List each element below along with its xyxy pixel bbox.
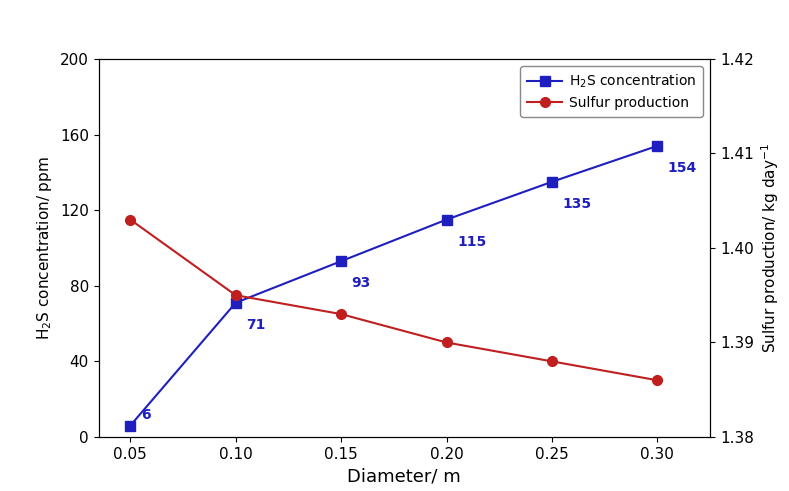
Line: Sulfur production: Sulfur production [125, 215, 662, 385]
Text: 154: 154 [668, 161, 697, 175]
Line: H$_2$S concentration: H$_2$S concentration [125, 141, 662, 431]
Y-axis label: Sulfur production/ kg day$^{-1}$: Sulfur production/ kg day$^{-1}$ [759, 143, 781, 353]
H$_2$S concentration [548, 179, 557, 185]
Text: 135: 135 [563, 197, 592, 211]
Text: 6: 6 [140, 408, 151, 422]
H$_2$S concentration [336, 258, 346, 264]
Y-axis label: H$_2$S concentration/ ppm: H$_2$S concentration/ ppm [36, 156, 54, 340]
Sulfur production [442, 339, 451, 345]
Sulfur production [548, 358, 557, 364]
Sulfur production [125, 217, 135, 222]
H$_2$S concentration [125, 423, 135, 429]
H$_2$S concentration [231, 300, 241, 306]
Text: 93: 93 [352, 276, 371, 290]
H$_2$S concentration [653, 143, 662, 149]
Sulfur production [653, 378, 662, 383]
Legend: H$_2$S concentration, Sulfur production: H$_2$S concentration, Sulfur production [520, 66, 703, 117]
Text: 115: 115 [457, 235, 486, 249]
H$_2$S concentration [442, 217, 451, 222]
X-axis label: Diameter/ m: Diameter/ m [347, 467, 462, 485]
Text: 71: 71 [246, 318, 266, 332]
Sulfur production [336, 311, 346, 317]
Sulfur production [231, 292, 241, 298]
